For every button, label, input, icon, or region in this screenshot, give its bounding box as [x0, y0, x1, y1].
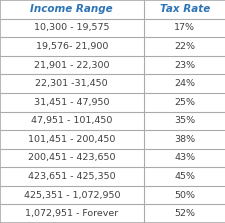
Text: 31,451 - 47,950: 31,451 - 47,950	[34, 98, 109, 107]
Text: 101,451 - 200,450: 101,451 - 200,450	[28, 135, 115, 144]
Text: 25%: 25%	[173, 98, 194, 107]
Text: 17%: 17%	[173, 23, 194, 32]
Text: Income Range: Income Range	[30, 4, 112, 14]
Text: 425,351 - 1,072,950: 425,351 - 1,072,950	[23, 191, 119, 200]
Text: 52%: 52%	[173, 209, 194, 218]
Text: 19,576- 21,900: 19,576- 21,900	[35, 42, 108, 51]
Text: Tax Rate: Tax Rate	[159, 4, 209, 14]
Text: 22,301 -31,450: 22,301 -31,450	[35, 79, 108, 88]
Text: 1,072,951 - Forever: 1,072,951 - Forever	[25, 209, 118, 218]
Text: 423,651 - 425,350: 423,651 - 425,350	[28, 172, 115, 181]
Text: 38%: 38%	[173, 135, 194, 144]
Text: 22%: 22%	[173, 42, 194, 51]
Text: 10,300 - 19,575: 10,300 - 19,575	[34, 23, 109, 32]
Text: 35%: 35%	[173, 116, 194, 125]
Text: 23%: 23%	[173, 60, 194, 70]
Text: 43%: 43%	[173, 153, 194, 163]
Text: 50%: 50%	[173, 191, 194, 200]
Text: 45%: 45%	[173, 172, 194, 181]
Text: 200,451 - 423,650: 200,451 - 423,650	[28, 153, 115, 163]
Text: 24%: 24%	[173, 79, 194, 88]
Text: 21,901 - 22,300: 21,901 - 22,300	[34, 60, 109, 70]
Text: 47,951 - 101,450: 47,951 - 101,450	[31, 116, 112, 125]
